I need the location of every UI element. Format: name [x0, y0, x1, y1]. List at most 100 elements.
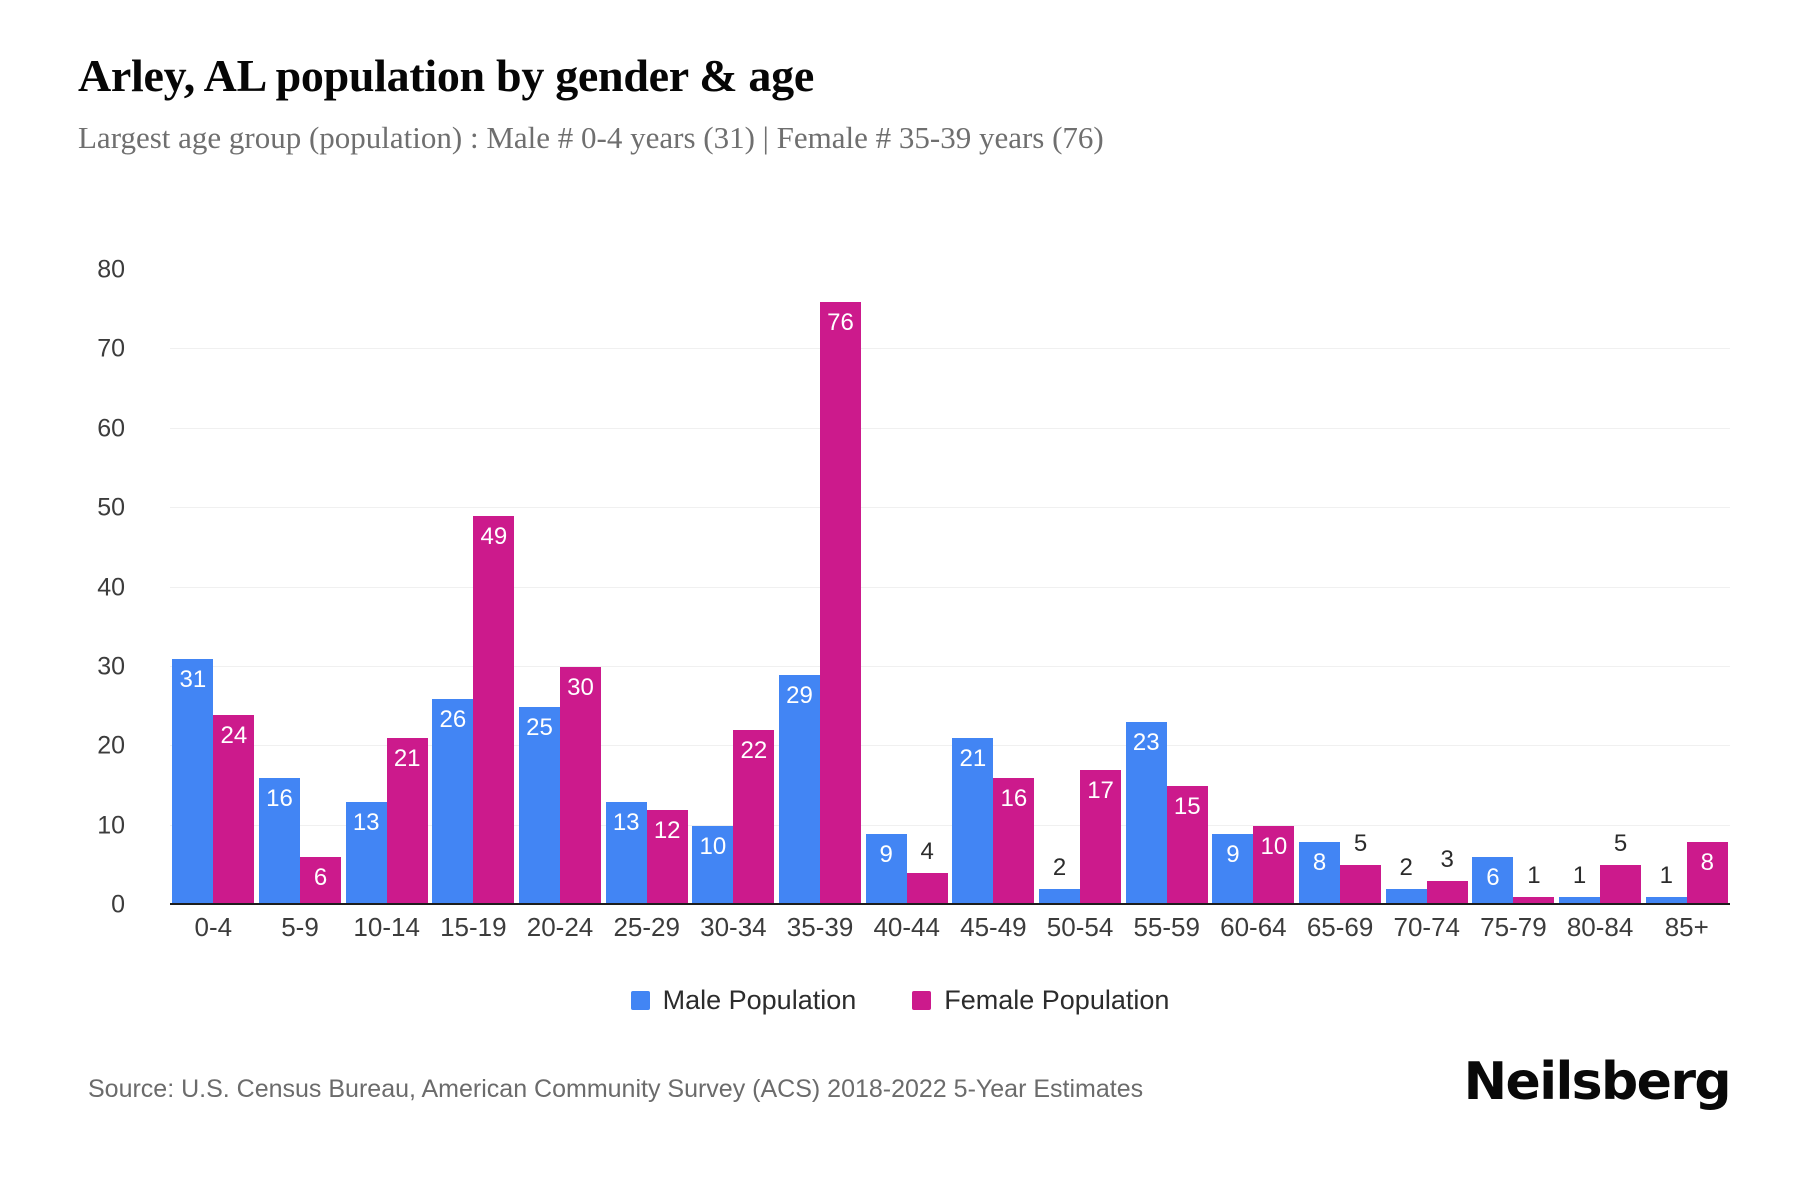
- bar-wrapper: 6: [1472, 857, 1514, 905]
- bar-value-label: 17: [1087, 777, 1114, 805]
- bar[interactable]: 8: [1299, 841, 1341, 905]
- bar[interactable]: 5: [1600, 832, 1642, 905]
- bar-value-label: 9: [1226, 840, 1240, 868]
- chart-header: Arley, AL population by gender & age Lar…: [78, 48, 1728, 158]
- bar[interactable]: 4: [906, 840, 948, 905]
- bar-value-label: 21: [393, 745, 421, 773]
- bar-value-label: 25: [526, 713, 553, 741]
- x-axis-tick-label: 30-34: [700, 912, 767, 942]
- bar[interactable]: 1: [1645, 864, 1687, 905]
- bar[interactable]: 6: [300, 857, 341, 905]
- bar-wrapper: 21: [952, 738, 994, 905]
- bar-value-label: 4: [920, 838, 934, 866]
- bar-group: 25 30: [517, 270, 604, 905]
- x-axis-tick-label: 75-79: [1480, 912, 1547, 942]
- bar[interactable]: 9: [1212, 833, 1254, 905]
- bar-value-label: 30: [567, 673, 594, 701]
- bar[interactable]: 9: [865, 833, 907, 905]
- legend-swatch-female-icon: [912, 991, 932, 1010]
- bar[interactable]: 24: [213, 714, 255, 905]
- bar-wrapper: 6: [300, 857, 341, 905]
- bar-value-label: 24: [220, 721, 248, 749]
- bar[interactable]: 21: [386, 738, 428, 905]
- bar-wrapper: 21: [386, 738, 428, 905]
- bar-value-label: 10: [699, 832, 727, 860]
- bar[interactable]: 23: [1125, 722, 1167, 905]
- bar-wrapper: 5: [1340, 832, 1382, 905]
- bar[interactable]: 10: [692, 825, 734, 905]
- bar[interactable]: 17: [1080, 770, 1122, 905]
- bar[interactable]: 2: [1385, 856, 1427, 905]
- bar-value-label: 23: [1132, 729, 1160, 757]
- bar[interactable]: 3: [1426, 848, 1468, 905]
- bar-value-label: 2: [1399, 854, 1413, 882]
- x-axis-tick-label: 50-54: [1046, 912, 1114, 942]
- bar-group: 26 49: [430, 270, 517, 905]
- bar[interactable]: 10: [1253, 825, 1295, 905]
- bar-value-label: 12: [653, 816, 681, 844]
- x-axis-tick-label: 45-49: [960, 912, 1027, 942]
- bar-wrapper: 12: [646, 809, 688, 905]
- y-axis-tick-label: 50: [97, 493, 125, 522]
- bar-value-label: 9: [879, 840, 893, 868]
- bar[interactable]: 16: [259, 778, 300, 905]
- gridlines: 0 10 20 30 40 50 60 70 80: [97, 256, 1730, 919]
- bar[interactable]: 30: [560, 666, 602, 905]
- bar-wrapper: 10: [692, 825, 734, 905]
- bar[interactable]: 8: [1686, 841, 1728, 905]
- bar-value-label: 16: [1000, 785, 1028, 812]
- legend-item-male[interactable]: Male Population: [630, 985, 856, 1016]
- bar[interactable]: 13: [605, 801, 647, 905]
- x-axis-tick-label: 25-29: [613, 912, 680, 942]
- bar[interactable]: 6: [1472, 857, 1514, 905]
- x-axis-tick-label: 35-39: [786, 912, 854, 942]
- gridline: [170, 427, 1730, 429]
- bar-wrapper: 22: [733, 730, 775, 905]
- gridline: [170, 665, 1730, 667]
- bar[interactable]: 13: [345, 801, 387, 905]
- bar-value-label: 29: [786, 681, 813, 709]
- bar-group: 10 22: [690, 270, 777, 905]
- legend-swatch-male-icon: [630, 991, 650, 1010]
- bar[interactable]: 15: [1166, 785, 1208, 905]
- bar[interactable]: 16: [993, 778, 1035, 905]
- bar-value-label: 6: [1486, 864, 1500, 892]
- bar[interactable]: 49: [473, 516, 515, 905]
- bar-group: 9 10: [1210, 270, 1297, 905]
- bar[interactable]: 21: [952, 738, 994, 905]
- bar-group: 2 17: [1037, 270, 1124, 905]
- bar[interactable]: 22: [733, 730, 775, 905]
- brand-logo: Neilsberg: [1463, 1052, 1732, 1112]
- bar-value-label: 49: [480, 523, 508, 551]
- bar-wrapper: 13: [605, 801, 647, 905]
- bar[interactable]: 1: [1559, 864, 1601, 905]
- bar[interactable]: 29: [779, 674, 821, 905]
- y-axis-tick-label: 80: [97, 255, 125, 284]
- bar[interactable]: 25: [519, 706, 561, 905]
- bar[interactable]: 1: [1513, 864, 1555, 905]
- bar-wrapper: 5: [1600, 832, 1642, 905]
- chart-subtitle: Largest age group (population) : Male # …: [78, 120, 1104, 155]
- bar-wrapper: 49: [473, 516, 515, 905]
- gridline: [170, 745, 1730, 747]
- y-axis-tick-label: 10: [97, 811, 125, 840]
- bar[interactable]: 2: [1039, 856, 1081, 905]
- y-axis-tick-label: 40: [97, 573, 125, 601]
- bar-value-label: 1: [1659, 862, 1673, 890]
- bar[interactable]: 12: [646, 809, 688, 905]
- bar[interactable]: 76: [820, 301, 862, 905]
- bar-wrapper: 10: [1253, 825, 1295, 905]
- bar[interactable]: 5: [1340, 832, 1382, 905]
- bar[interactable]: 31: [172, 658, 214, 905]
- bar-wrapper: 8: [1686, 841, 1728, 905]
- bar-value-label: 1: [1527, 862, 1541, 890]
- bar[interactable]: 26: [432, 698, 474, 905]
- bar-group: 13 12: [603, 270, 690, 905]
- x-axis-tick-label: 0-4: [194, 912, 233, 942]
- legend-item-female[interactable]: Female Population: [912, 985, 1169, 1016]
- bar-wrapper: 1: [1513, 864, 1555, 905]
